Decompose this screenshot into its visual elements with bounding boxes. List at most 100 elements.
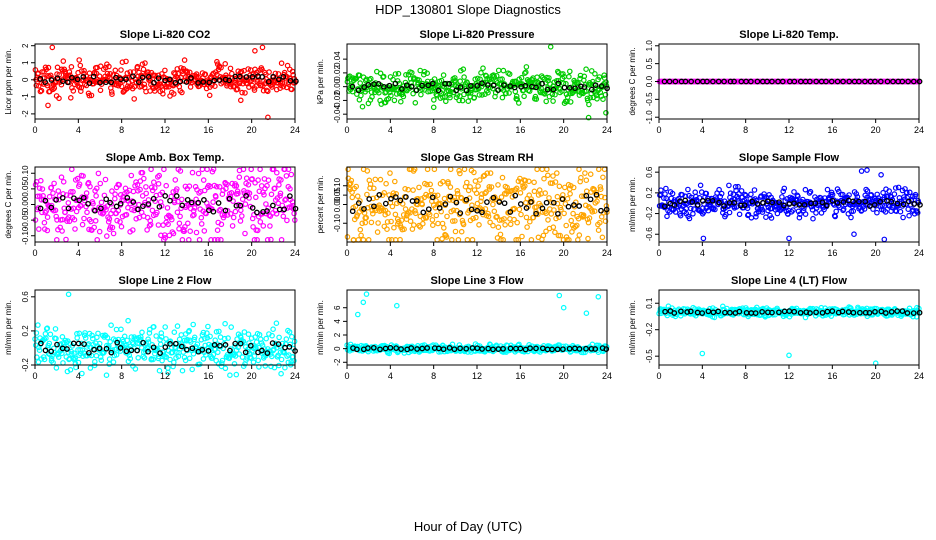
data-point <box>225 335 231 341</box>
reference-point <box>689 199 696 205</box>
x-tick-label: 16 <box>827 371 837 381</box>
reference-point <box>490 82 497 89</box>
data-point <box>170 189 177 195</box>
data-point <box>124 337 131 344</box>
data-point <box>585 235 591 242</box>
data-point <box>66 355 73 362</box>
data-point <box>402 206 409 212</box>
data-point <box>104 70 111 77</box>
data-point <box>139 193 146 199</box>
data-point <box>241 329 248 335</box>
data-point <box>190 350 197 357</box>
y-tick-label: 0.02 <box>333 65 342 81</box>
reference-point <box>37 205 44 212</box>
reference-point <box>117 345 124 351</box>
data-point <box>214 227 221 234</box>
reference-point <box>375 81 382 87</box>
data-point <box>218 64 224 71</box>
outlier-point <box>265 114 271 121</box>
data-point <box>70 88 77 94</box>
data-point <box>277 190 284 197</box>
x-tick-label: 4 <box>76 125 81 135</box>
reference-point <box>425 206 432 213</box>
reference-point <box>705 308 712 315</box>
data-point <box>66 69 73 75</box>
data-point <box>483 189 489 195</box>
outlier-point <box>65 291 72 298</box>
reference-point <box>571 202 577 208</box>
reference-point <box>177 78 184 85</box>
data-point <box>597 186 604 193</box>
data-point <box>43 335 49 342</box>
data-point <box>194 341 201 348</box>
data-point <box>914 209 921 216</box>
data-point <box>439 220 446 227</box>
data-point <box>130 227 136 233</box>
data-point <box>449 218 456 224</box>
reference-point <box>856 78 862 85</box>
data-point <box>84 209 90 216</box>
data-point <box>526 88 533 94</box>
x-tick-label: 20 <box>559 248 569 258</box>
reference-point <box>694 78 701 85</box>
data-point <box>910 313 916 320</box>
data-point <box>119 59 126 66</box>
data-point <box>780 188 787 195</box>
data-point <box>216 207 223 214</box>
data-point <box>154 209 160 216</box>
data-point <box>447 94 453 101</box>
data-point <box>176 336 183 343</box>
data-point <box>726 182 732 189</box>
data-point <box>238 68 245 75</box>
reference-point <box>688 78 695 85</box>
reference-point <box>682 197 689 204</box>
data-point <box>270 346 277 353</box>
data-point <box>152 185 158 191</box>
data-point <box>375 220 381 226</box>
reference-point <box>167 341 173 347</box>
reference-point <box>592 346 599 352</box>
data-point <box>487 219 493 226</box>
data-point <box>448 237 455 243</box>
reference-point <box>145 74 152 80</box>
reference-point <box>145 348 151 355</box>
data-point <box>495 182 501 188</box>
y-axis-label: ml/min per min. <box>4 300 13 355</box>
data-point <box>595 166 602 173</box>
data-point <box>480 65 486 72</box>
reference-point <box>715 308 722 315</box>
data-point <box>424 181 430 188</box>
outlier-point <box>603 110 609 116</box>
data-point <box>384 226 390 233</box>
data-point <box>179 196 185 203</box>
y-axis-label: Licor ppm per min. <box>4 48 13 114</box>
data-point <box>598 214 605 220</box>
reference-point <box>555 80 562 87</box>
data-point <box>144 227 150 233</box>
reference-point <box>468 83 474 89</box>
reference-point <box>281 206 288 213</box>
y-tick-label: -0.5 <box>645 349 654 363</box>
data-point <box>106 361 113 367</box>
x-tick-label: 12 <box>784 248 794 258</box>
data-point <box>848 214 854 221</box>
reference-point <box>453 199 460 206</box>
data-point <box>260 223 267 229</box>
data-points <box>344 43 610 121</box>
data-point <box>94 185 100 192</box>
data-point <box>523 64 530 70</box>
data-point <box>494 213 500 220</box>
reference-point <box>834 78 841 85</box>
data-point <box>123 58 129 65</box>
data-point <box>518 74 525 81</box>
data-point <box>112 191 118 198</box>
reference-point <box>872 78 878 85</box>
data-point <box>253 194 259 201</box>
data-point <box>36 185 43 192</box>
data-point <box>74 175 81 182</box>
reference-point <box>527 345 533 352</box>
data-point <box>552 91 558 98</box>
data-point <box>196 361 203 368</box>
data-point <box>227 83 234 90</box>
data-point <box>482 206 489 212</box>
